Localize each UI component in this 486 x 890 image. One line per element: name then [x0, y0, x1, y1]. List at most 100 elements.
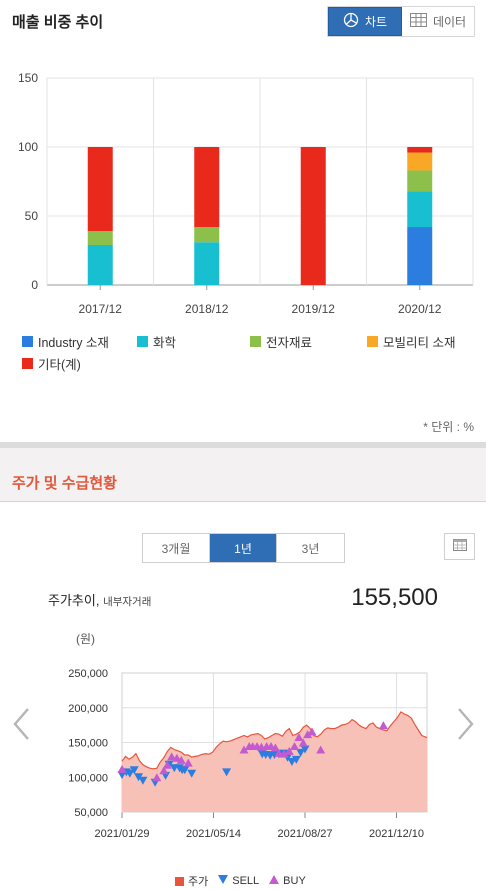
bar-segment — [407, 191, 433, 228]
sell-marker — [125, 769, 135, 778]
buy-marker — [176, 755, 186, 764]
legend-price-label: 주가 — [188, 876, 209, 888]
legend-label: 기타(계) — [38, 358, 81, 372]
data-tab-label: 데이터 — [432, 15, 467, 29]
sell-marker — [287, 757, 297, 766]
section-title-stock: 주가 및 수급현황 — [12, 475, 117, 492]
legend-swatch — [22, 336, 33, 347]
legend-item: 기타(계) — [22, 354, 81, 373]
buy-marker — [284, 746, 294, 755]
sell-marker — [169, 764, 179, 773]
buy-marker — [266, 741, 276, 750]
buy-marker — [290, 741, 300, 750]
buy-marker — [252, 741, 262, 750]
legend-item: 화학 — [137, 332, 176, 351]
bar-segment — [194, 147, 220, 228]
data-tab-button[interactable]: 데이터 — [402, 7, 474, 36]
bar-segment — [87, 147, 113, 232]
bar-segment — [407, 152, 433, 171]
period-3m-button[interactable]: 3개월 — [143, 534, 210, 562]
legend-sell: SELL — [218, 875, 259, 887]
buy-marker — [167, 752, 177, 761]
section-title-sales-mix: 매출 비중 추이 — [12, 14, 104, 31]
price-line — [121, 711, 428, 770]
sell-marker — [150, 778, 160, 787]
sales-mix-bar-chart: 0 50 100 150 2017/12 2018/12 2019/12 2020/12 — [18, 71, 474, 316]
bar-segment — [407, 147, 433, 153]
buy-marker — [279, 749, 289, 758]
prev-chart-button[interactable] — [9, 706, 33, 742]
legend-price: 주가 — [175, 873, 208, 889]
period-1y-button[interactable]: 1년 — [210, 534, 277, 562]
sell-marker — [121, 768, 131, 777]
table-icon — [409, 13, 427, 30]
buy-marker — [270, 743, 280, 752]
sell-marker — [161, 771, 171, 780]
buy-marker — [274, 748, 284, 757]
unit-note: * 단위 : % — [423, 420, 474, 434]
calendar-icon — [452, 538, 467, 556]
buy-marker — [152, 773, 162, 782]
section-divider — [0, 442, 486, 448]
buy-marker — [303, 730, 313, 739]
sell-marker — [296, 748, 306, 757]
stock-xtick-label: 2021/12/10 — [369, 828, 424, 840]
chevron-left-icon — [9, 708, 33, 746]
buy-marker — [162, 760, 172, 769]
bar-xtick-label: 2020/12 — [398, 302, 442, 316]
bar-segment — [194, 242, 220, 285]
sell-triangle-icon — [218, 875, 229, 887]
stock-ytick-label: 50,000 — [74, 807, 108, 819]
sell-marker — [175, 764, 185, 773]
bar-ytick-label: 0 — [31, 278, 38, 292]
sell-marker — [138, 776, 148, 785]
bar-xtick-label: 2018/12 — [185, 302, 229, 316]
stock-xtick-label: 2021/05/14 — [186, 828, 241, 840]
buy-marker — [298, 738, 308, 747]
pie-chart-icon — [343, 12, 359, 31]
legend-price-swatch — [175, 876, 184, 886]
bar-xtick-label: 2019/12 — [292, 302, 336, 316]
bar-xtick-label: 2017/12 — [79, 302, 123, 316]
sell-marker — [129, 766, 139, 775]
legend-label: 모빌리티 소재 — [383, 336, 456, 350]
sell-marker — [257, 750, 267, 759]
buy-triangle-icon — [269, 875, 280, 887]
price-trend-label: 주가추이, — [48, 593, 100, 608]
legend-label: 전자재료 — [266, 336, 313, 350]
legend-item: Industry 소재 — [22, 332, 109, 351]
bar-segment — [194, 227, 220, 243]
chart-data-toggle: 차트 데이터 — [327, 6, 475, 37]
legend-item: 모빌리티 소재 — [367, 332, 455, 351]
sell-marker — [164, 760, 174, 769]
next-chart-button[interactable] — [454, 706, 478, 742]
sell-marker — [265, 751, 275, 760]
sell-marker — [187, 769, 197, 778]
stock-chart-legend: 주가 SELL BUY — [175, 873, 306, 889]
bar-segment — [87, 231, 113, 245]
bar-segment — [407, 227, 433, 285]
legend-swatch — [367, 336, 378, 347]
stock-xtick-label: 2021/08/27 — [277, 828, 332, 840]
buy-marker — [117, 764, 127, 773]
stock-ytick-label: 250,000 — [68, 668, 108, 680]
bar-segment — [87, 244, 113, 285]
bar-ytick-label: 100 — [18, 140, 38, 154]
buy-marker — [244, 741, 254, 750]
sell-marker — [274, 750, 284, 759]
buy-marker — [172, 753, 182, 762]
stock-section-header: 주가 및 수급현황 — [0, 448, 486, 502]
buy-marker — [378, 721, 388, 730]
sell-marker — [117, 771, 127, 780]
legend-item: 전자재료 — [250, 332, 312, 351]
bar-segment — [300, 147, 326, 285]
chart-tab-button[interactable]: 차트 — [328, 7, 402, 36]
sell-marker — [300, 745, 310, 754]
price-unit-label: (원) — [76, 632, 96, 646]
calendar-button[interactable] — [444, 533, 475, 560]
legend-label: Industry 소재 — [38, 336, 109, 350]
buy-marker — [159, 766, 169, 775]
period-3y-button[interactable]: 3년 — [277, 534, 344, 562]
legend-buy: BUY — [269, 875, 306, 887]
current-price: 155,500 — [351, 584, 438, 611]
